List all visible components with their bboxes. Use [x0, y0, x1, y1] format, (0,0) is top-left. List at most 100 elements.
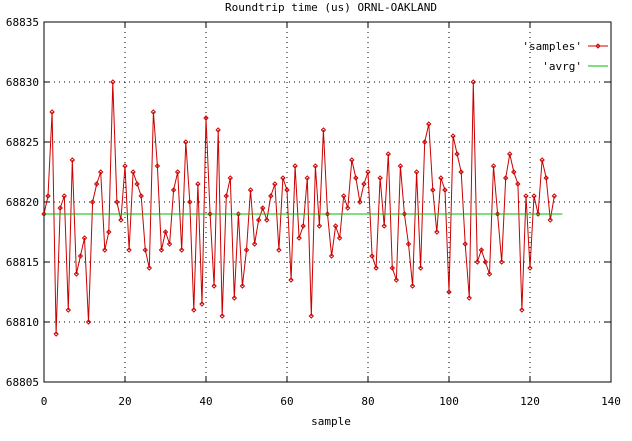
data-point — [150, 109, 157, 115]
data-point — [227, 175, 234, 181]
data-point — [535, 211, 541, 217]
data-point — [154, 163, 161, 169]
data-point — [211, 283, 217, 289]
data-point — [207, 211, 213, 217]
data-point — [320, 127, 327, 133]
data-point — [97, 169, 104, 175]
data-point — [77, 253, 84, 259]
data-point — [446, 289, 452, 295]
data-point — [122, 163, 128, 169]
data-point — [523, 193, 529, 199]
data-point — [264, 217, 270, 223]
data-point — [515, 181, 521, 187]
x-tick-label: 60 — [280, 395, 293, 408]
data-point — [170, 187, 177, 193]
data-point — [527, 265, 533, 271]
data-point — [158, 247, 165, 253]
data-point — [85, 319, 92, 325]
data-point — [304, 175, 310, 181]
data-point — [494, 211, 501, 217]
data-point — [486, 271, 493, 277]
x-tick-label: 100 — [439, 395, 459, 408]
y-tick-label: 68820 — [6, 196, 39, 209]
data-point — [61, 193, 67, 199]
data-point — [442, 187, 448, 193]
data-point — [53, 331, 59, 337]
data-point — [142, 247, 148, 253]
legend-label-avrg: 'avrg' — [542, 60, 582, 73]
data-point — [114, 199, 120, 205]
data-point — [276, 247, 282, 253]
data-point — [474, 259, 481, 265]
data-point — [239, 283, 246, 289]
x-tick-label: 40 — [199, 395, 212, 408]
data-point — [280, 175, 286, 181]
data-point — [519, 307, 525, 313]
data-point — [336, 235, 343, 241]
data-point — [57, 205, 63, 211]
data-point — [235, 211, 242, 217]
y-tick-label: 68825 — [6, 136, 39, 149]
data-point — [482, 259, 489, 265]
data-point — [328, 253, 335, 259]
x-tick-label: 120 — [520, 395, 540, 408]
legend-swatch-samples — [588, 43, 608, 49]
data-point — [183, 139, 189, 145]
data-point — [231, 295, 238, 301]
y-tick-label: 68835 — [6, 16, 39, 29]
data-point — [470, 79, 477, 85]
data-point — [49, 109, 55, 115]
grid — [44, 22, 611, 382]
data-point — [259, 205, 266, 211]
data-point — [174, 169, 181, 175]
data-point — [450, 133, 456, 139]
data-point — [247, 187, 254, 193]
data-point — [332, 223, 339, 229]
data-point — [507, 151, 513, 157]
data-point — [426, 121, 432, 127]
data-point — [389, 265, 396, 271]
x-axis-label: sample — [311, 415, 351, 428]
legend-label-samples: 'samples' — [522, 40, 582, 53]
legend-marker-samples — [595, 43, 601, 49]
data-point — [312, 163, 319, 169]
data-point — [539, 157, 545, 163]
data-point — [308, 313, 315, 319]
data-point — [199, 301, 205, 307]
data-point — [349, 157, 355, 163]
data-point — [288, 277, 294, 283]
data-point — [93, 181, 100, 187]
data-point — [134, 181, 140, 187]
data-point — [417, 265, 424, 271]
y-tick-label: 68805 — [6, 376, 39, 389]
data-point — [316, 223, 323, 229]
data-point — [187, 199, 193, 205]
data-point — [178, 247, 185, 253]
data-point — [498, 259, 505, 265]
data-point — [41, 211, 47, 217]
data-point — [397, 163, 404, 169]
data-point — [195, 181, 201, 187]
data-point — [421, 139, 428, 145]
legend: 'samples' 'avrg' — [522, 40, 608, 73]
data-point — [478, 247, 485, 253]
data-point — [543, 175, 549, 181]
data-point — [126, 247, 132, 253]
data-point — [268, 193, 274, 199]
data-point — [373, 265, 379, 271]
data-point — [243, 247, 250, 253]
data-point — [130, 169, 136, 175]
series-line-samples — [43, 81, 555, 335]
data-point — [324, 211, 331, 217]
data-point — [430, 187, 436, 193]
data-point — [357, 199, 363, 205]
data-point — [251, 241, 258, 247]
data-point — [438, 175, 444, 181]
series — [41, 79, 563, 337]
data-point — [223, 193, 229, 199]
data-point — [73, 271, 80, 277]
data-point — [219, 313, 225, 319]
data-point — [458, 169, 464, 175]
